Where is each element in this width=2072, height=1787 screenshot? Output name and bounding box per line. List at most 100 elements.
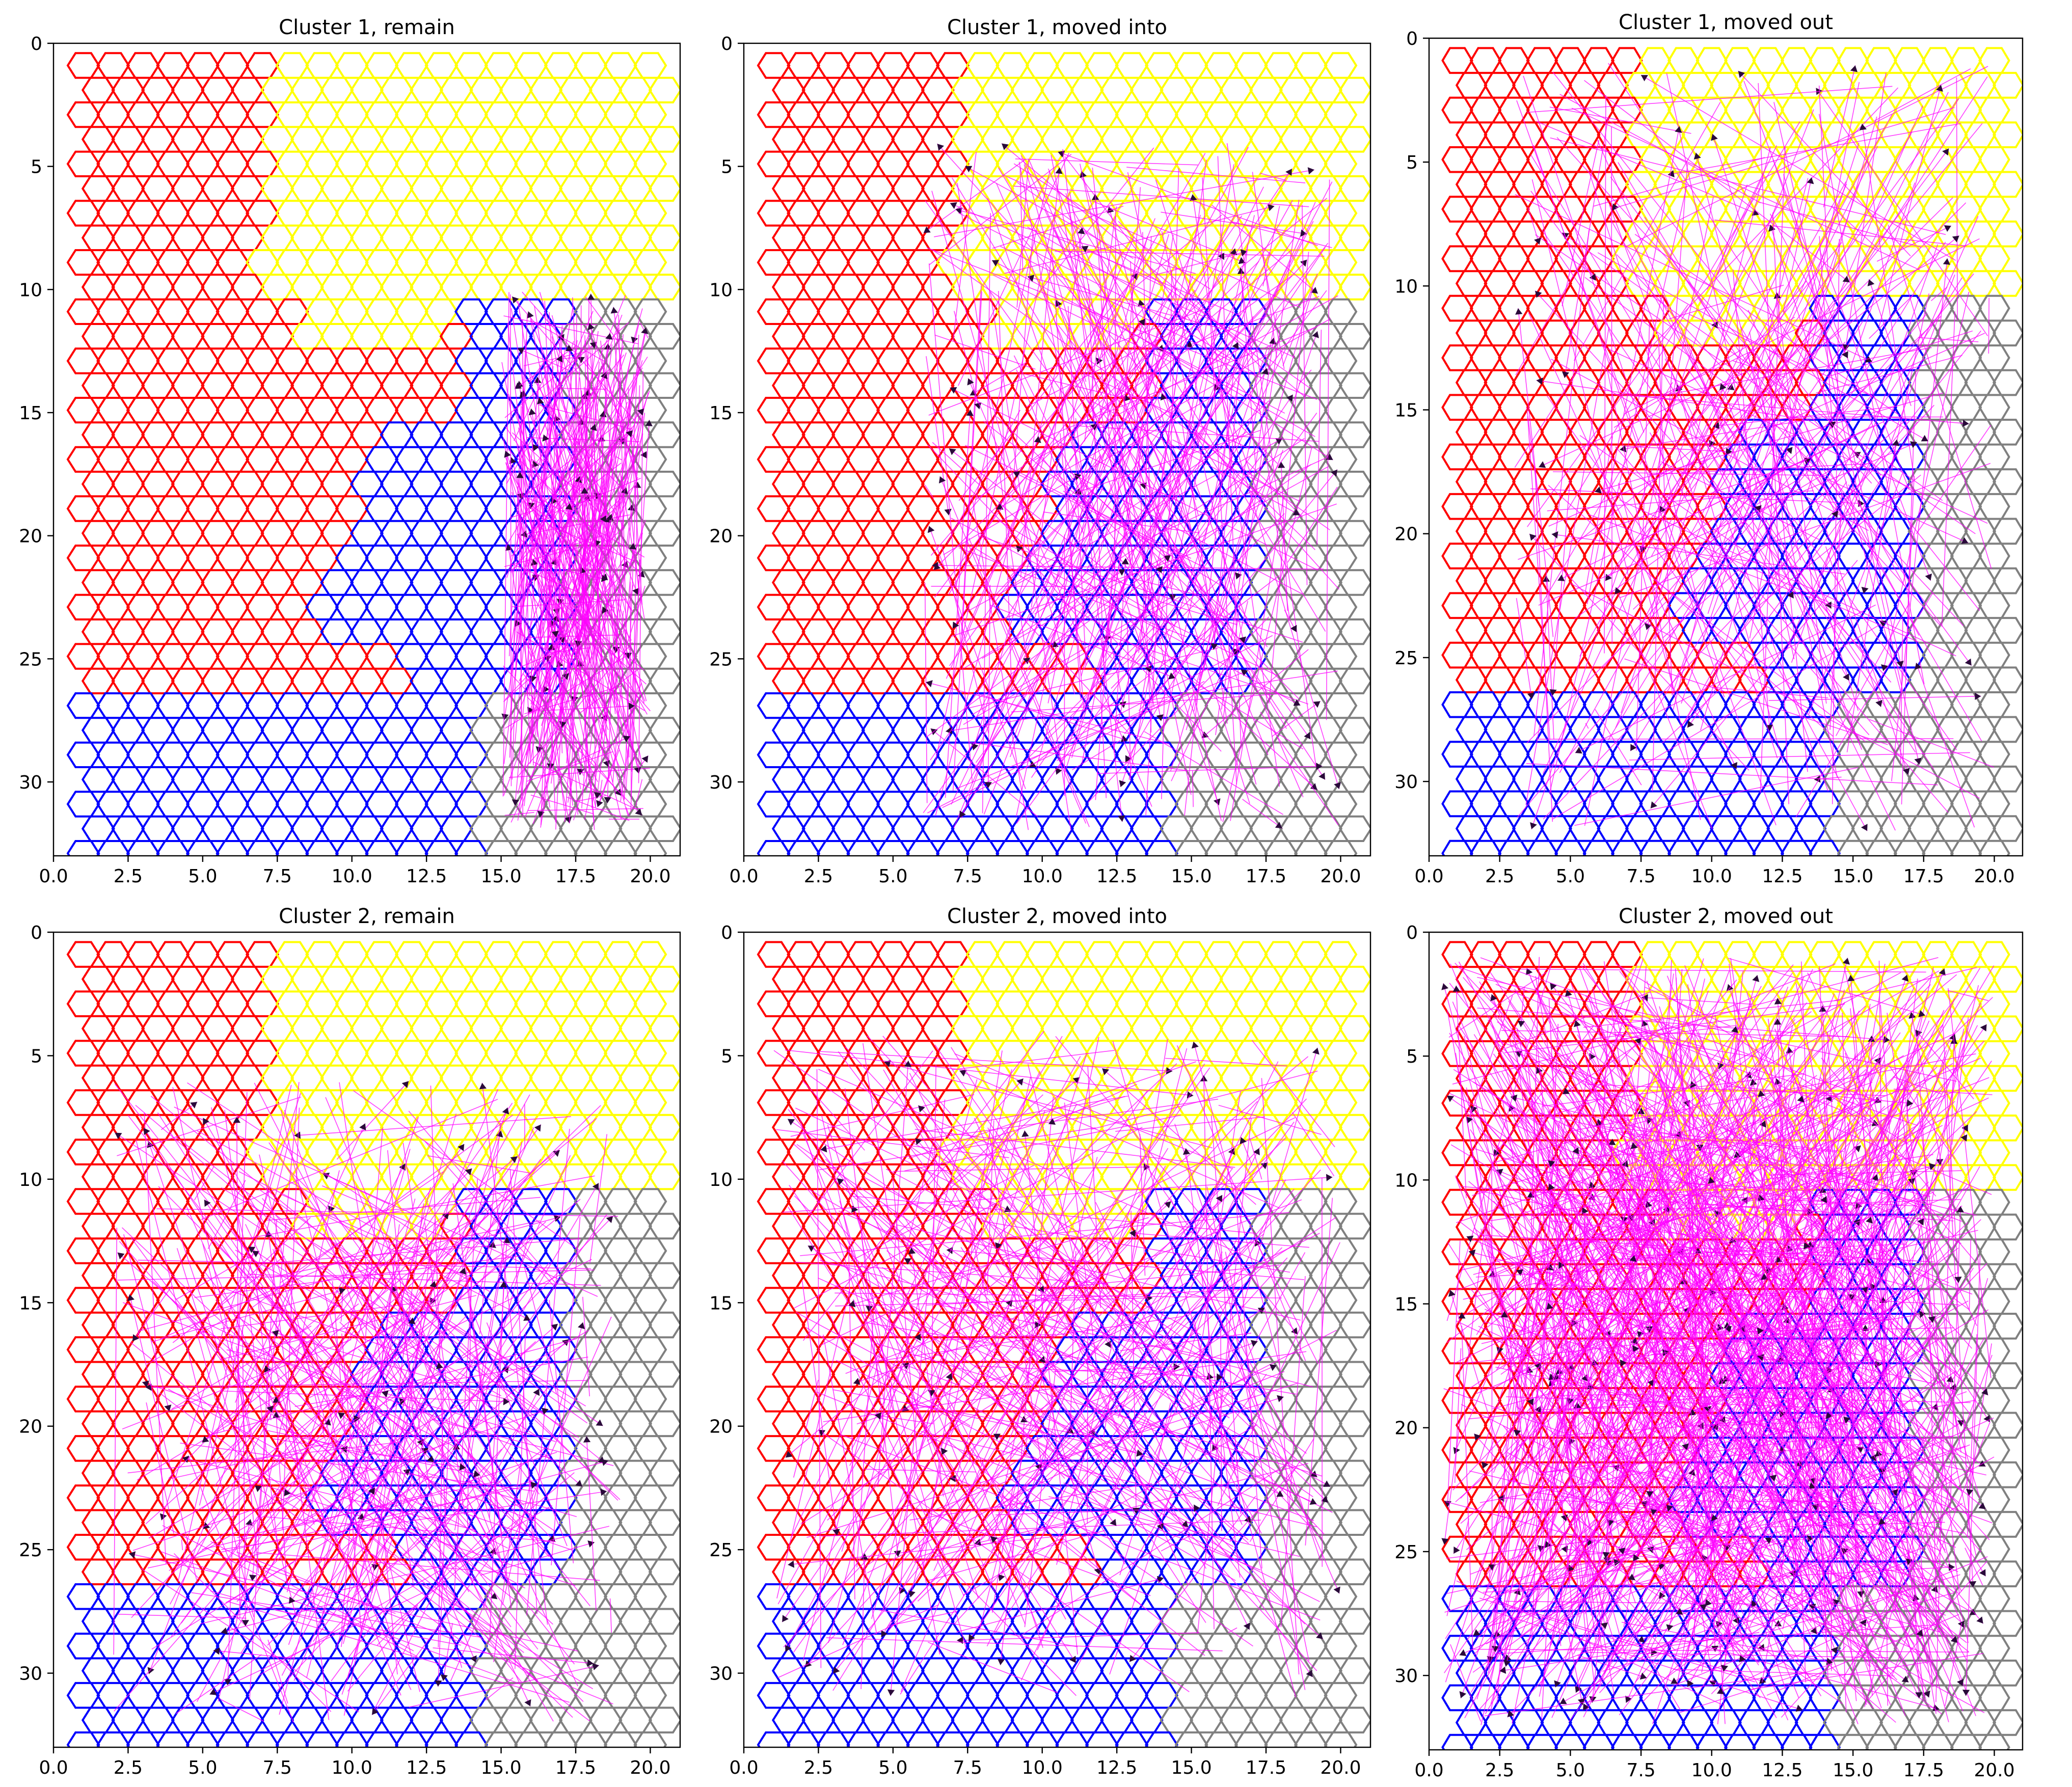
arrow-line [486, 1322, 508, 1374]
arrow-line [586, 1436, 597, 1611]
x-tick-label: 17.5 [1246, 866, 1286, 887]
arrow-head [594, 792, 602, 799]
arrow-line [1551, 359, 1869, 531]
arrow-head [1304, 732, 1311, 740]
chart-panel-2: 0.0 2.5 5.0 7.5 10.0 12.5 15.0 17.5 20.005101520… [709, 16, 1371, 887]
arrow-head [401, 1081, 409, 1089]
arrow-line [1767, 362, 1808, 772]
arrow-line [226, 1349, 289, 1365]
arrow-line [1888, 274, 1955, 449]
hex-cell [1992, 72, 2023, 99]
arrow-line [555, 349, 581, 830]
arrow-head [1156, 714, 1164, 721]
movement-arrows [113, 1080, 621, 1723]
arrow-line [1237, 198, 1328, 271]
arrow-line [214, 1144, 465, 1486]
hex-cell [816, 840, 850, 856]
arrow-line [954, 311, 980, 410]
arrow-head [1312, 331, 1319, 338]
arrow-head [1711, 133, 1718, 141]
arrow-line [426, 1544, 463, 1668]
arrow-line [185, 1206, 333, 1537]
arrow-head [1675, 126, 1682, 133]
arrow-line [1805, 464, 1834, 500]
arrow-line [1184, 245, 1248, 816]
arrow-line [152, 1281, 584, 1702]
arrow-line [1282, 274, 1318, 366]
arrow-line [947, 410, 1021, 544]
x-tick-label: 17.5 [555, 1757, 596, 1778]
arrow-head [952, 621, 959, 629]
arrow-line [476, 1223, 532, 1429]
arrow-head [517, 347, 525, 355]
arrow-head [294, 1131, 301, 1139]
arrow-head [967, 378, 974, 386]
arrow-line [148, 1347, 481, 1539]
arrow-line [1024, 164, 1087, 382]
arrow-line [1687, 369, 1957, 750]
arrow-line [539, 292, 611, 534]
arrow-head [1313, 701, 1321, 708]
arrow-line [597, 683, 642, 807]
arrow-line [1163, 316, 1254, 733]
y-tick-label: 0 [31, 923, 42, 943]
arrow-line [563, 442, 584, 481]
arrow-line [176, 1654, 262, 1714]
arrow-head [1145, 665, 1152, 673]
hex-cell [1498, 840, 1530, 856]
arrow-line [1584, 80, 1850, 283]
arrow-head [1300, 259, 1307, 267]
arrow-head [465, 1168, 472, 1176]
y-tick-label: 5 [31, 157, 42, 178]
arrow-line [543, 434, 588, 555]
arrow-head [147, 1667, 154, 1674]
arrow-line [1130, 261, 1152, 733]
arrow-line [1709, 146, 1878, 486]
arrow-line [221, 1601, 343, 1633]
hex-cell [1338, 717, 1370, 744]
arrow-line [958, 547, 1188, 638]
arrow-head [602, 606, 609, 614]
arrow-line [1941, 311, 1955, 627]
arrow-line [236, 1551, 613, 1704]
arrow-line [306, 1187, 431, 1678]
hex-cell [648, 618, 680, 645]
arrow-line [609, 327, 647, 498]
arrow-line [1071, 740, 1121, 771]
arrow-line [1222, 447, 1312, 822]
hex-cell [96, 840, 130, 856]
y-tick-label: 0 [1406, 29, 1418, 49]
arrow-line [932, 442, 1317, 791]
arrow-line [1878, 85, 1942, 328]
arrow-line [1523, 75, 1645, 433]
hex-cell [275, 1731, 309, 1747]
arrow-line [551, 315, 619, 577]
arrow-head [426, 1455, 434, 1463]
hex-cell [1338, 1558, 1370, 1585]
arrow-line [471, 1170, 515, 1321]
hex-cell [1338, 1361, 1370, 1388]
arrow-head [490, 1592, 498, 1600]
y-tick-label: 15 [709, 403, 733, 424]
arrow-line [1584, 436, 1613, 595]
hex-cell [1338, 126, 1370, 153]
arrow-head [1121, 735, 1128, 742]
arrow-head [473, 1470, 480, 1478]
arrow-head [1754, 505, 1762, 512]
arrow-line [1559, 131, 1913, 773]
arrow-line [1930, 286, 1948, 302]
arrow-line [1604, 95, 1606, 654]
arrow-line [1699, 544, 1919, 643]
arrow-head [1640, 75, 1648, 82]
arrow-line [1624, 658, 1888, 745]
x-tick-label: 0.0 [729, 866, 758, 887]
arrow-line [1302, 204, 1308, 585]
arrow-line [1819, 421, 1918, 577]
arrow-line [172, 1256, 285, 1343]
arrow-line [1769, 213, 1848, 359]
arrow-head [592, 1663, 599, 1670]
y-tick-label: 10 [19, 280, 42, 301]
arrow-line [549, 1300, 574, 1563]
axes-frame [1428, 37, 2024, 857]
y-tick-label: 5 [1406, 152, 1418, 173]
